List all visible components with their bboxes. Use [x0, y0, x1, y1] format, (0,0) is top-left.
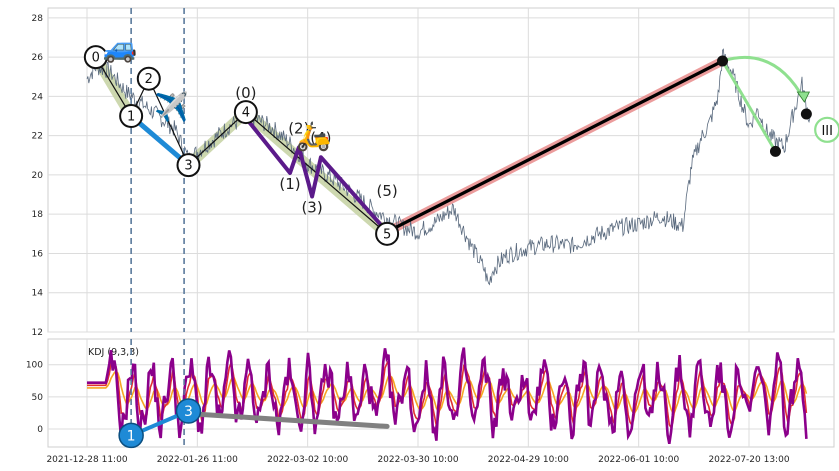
kdj-wave-marker — [175, 398, 202, 424]
kdj-wave-marker — [118, 422, 144, 449]
x-tick-label: 2022-03-02 10:00 — [267, 455, 348, 465]
sub-wave-label: (2) — [288, 119, 309, 137]
kdj-y-tick-label: 100 — [26, 361, 43, 371]
x-tick-label: 2022-03-30 10:00 — [377, 455, 458, 465]
wave-3-dot — [717, 55, 729, 67]
kdj-wave-label: 1 — [127, 428, 136, 444]
impulse-wave-marker — [83, 45, 108, 70]
impulse-wave-label: 5 — [383, 227, 391, 242]
wave-3-segment — [128, 113, 192, 168]
impulse-wave-marker — [233, 100, 258, 125]
x-tick-label: 2022-06-01 10:00 — [598, 455, 679, 465]
wave-3-arrow-line — [721, 60, 777, 153]
price-panel: 121416182022242628(0)(1)(2)(3)(4)(5)0123… — [32, 7, 839, 338]
sub-wave-label: (3) — [301, 199, 322, 217]
kdj-y-tick-label: 0 — [37, 425, 43, 435]
impulse-wave-marker — [375, 221, 400, 246]
impulse-wave-label: 1 — [127, 110, 135, 125]
x-tick-label: 2022-07-20 13:00 — [708, 455, 789, 465]
wave-3-dot — [800, 108, 812, 120]
x-tick-label: 2022-01-26 11:00 — [157, 455, 238, 465]
sub-wave-label: (4) — [310, 129, 331, 147]
price-y-tick-label: 28 — [32, 14, 44, 24]
price-y-tick-label: 20 — [32, 171, 44, 181]
sub-wave-label: (1) — [279, 175, 300, 193]
airplane-icon: ✈️ — [154, 89, 189, 123]
price-y-tick-label: 16 — [32, 249, 44, 259]
price-y-tick-label: 24 — [32, 92, 44, 102]
price-y-tick-label: 12 — [32, 328, 43, 338]
impulse-wave-label: 0 — [92, 51, 100, 66]
price-line — [86, 48, 811, 286]
impulse-wave-marker — [176, 153, 201, 178]
wave-3-label-circle — [814, 116, 839, 143]
impulse-wave-marker — [136, 66, 161, 91]
kdj-y-tick-label: 50 — [32, 393, 44, 403]
kdj-title: KDJ (9,3,3) — [88, 347, 139, 358]
price-y-tick-label: 18 — [32, 210, 44, 220]
wave-3-label: III — [821, 124, 833, 139]
wave-3-arrow-head — [796, 91, 811, 103]
sub-wave-label: (5) — [376, 182, 397, 200]
kdj-j-line — [87, 347, 808, 445]
wave-3-dot — [769, 145, 781, 157]
price-y-tick-label: 14 — [32, 289, 44, 299]
impulse-wave-label: 2 — [145, 72, 153, 87]
sub-wave-label: (0) — [235, 84, 256, 102]
x-tick-label: 2022-04-29 10:00 — [488, 455, 569, 465]
impulse-wave-label: 4 — [242, 106, 250, 121]
price-y-tick-label: 22 — [32, 132, 43, 142]
impulse-wave-marker — [119, 104, 144, 128]
wave-3-arrow-curve — [722, 56, 806, 101]
price-y-tick-label: 26 — [32, 53, 44, 63]
car-icon: 🚙 — [103, 31, 138, 64]
indicator-panel: 0 50 100 2021-12-28 11:00 2022-01-26 11:00 20… — [26, 338, 835, 465]
sub-wave-line — [244, 116, 389, 234]
kdj-wave-label: 3 — [184, 404, 193, 420]
scooter-icon: 🛵 — [296, 120, 331, 153]
x-tick-label: 2021-12-28 11:00 — [46, 455, 127, 465]
rally-line — [385, 59, 725, 234]
impulse-wave-label: 3 — [184, 159, 192, 174]
kdj-trend-line — [186, 411, 390, 429]
